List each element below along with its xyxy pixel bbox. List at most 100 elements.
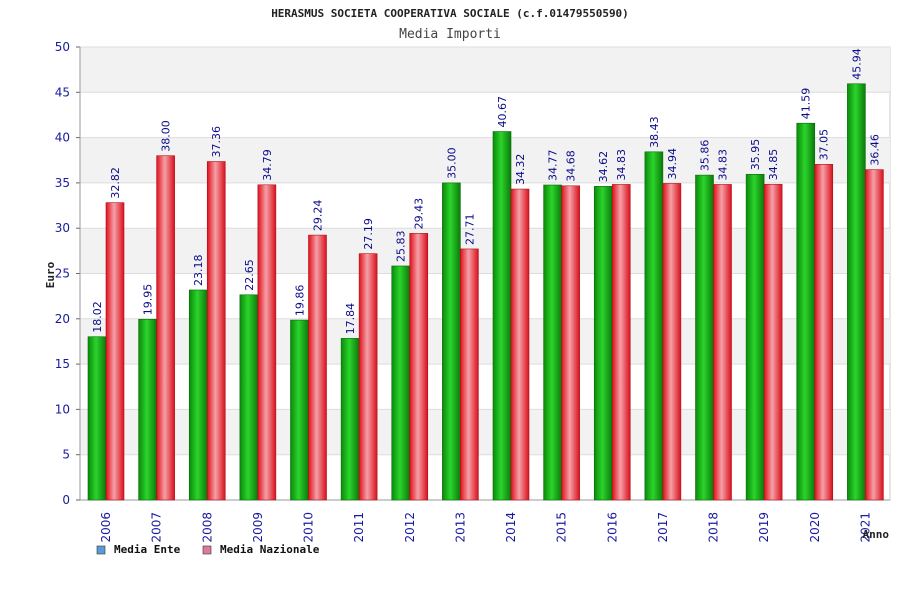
value-label: 41.59 [800,88,813,120]
value-label: 32.82 [109,167,122,199]
value-label: 36.46 [868,134,881,166]
value-label: 23.18 [192,254,205,286]
bar-media-ente-2017 [644,151,664,501]
value-label: 35.00 [445,147,458,179]
bar-media-nazionale-2006 [105,202,125,501]
bar-media-ente-2012 [391,265,411,501]
x-tick-label: 2008 [200,512,214,543]
bar-media-ente-2008 [188,289,208,501]
x-tick-label: 2017 [656,512,670,543]
x-tick-label: 2019 [757,512,771,543]
x-tick-label: 2007 [150,512,164,543]
value-label: 37.36 [210,126,223,158]
value-label: 27.19 [362,218,375,250]
y-tick-label: 50 [55,40,70,54]
value-label: 34.68 [565,150,578,182]
legend: Media Ente Media Nazionale [96,543,320,556]
x-tick-label: 2018 [707,512,721,543]
x-tick-label: 2014 [504,512,518,543]
value-label: 37.05 [818,129,831,161]
value-label: 35.86 [699,140,712,172]
value-label: 19.95 [142,284,155,316]
bar-media-nazionale-2016 [611,184,631,501]
y-tick-label: 15 [55,357,70,371]
x-tick-label: 2010 [302,512,316,543]
bar-media-ente-2009 [239,294,259,501]
x-tick-label: 2011 [352,512,366,543]
value-label: 34.85 [767,149,780,181]
plot-band [80,47,890,93]
bar-media-ente-2020 [796,122,816,501]
bar-media-nazionale-2008 [206,161,226,501]
y-tick-label: 25 [55,267,70,281]
value-label: 40.67 [496,96,509,128]
bar-media-nazionale-2007 [156,155,175,501]
y-tick-label: 35 [55,176,70,190]
value-label: 35.95 [749,139,762,171]
bar-media-nazionale-2014 [510,188,530,501]
value-label: 22.65 [243,259,256,291]
bar-media-ente-2019 [745,173,765,501]
x-tick-label: 2006 [99,512,113,543]
x-tick-label: 2016 [605,512,619,543]
value-label: 38.43 [648,116,661,148]
y-axis-label: Euro [44,261,57,288]
value-label: 18.02 [91,301,104,333]
value-label: 34.94 [666,148,679,180]
bar-media-nazionale-2021 [865,169,884,501]
x-tick-label: 2013 [453,512,467,543]
value-label: 29.43 [413,198,426,230]
legend-swatch-ente [96,545,106,555]
value-label: 34.83 [717,149,730,181]
value-label: 34.32 [514,154,527,186]
x-axis-ticks: 2006 2007 2008 2009 2010 2011 2012 2013 2014 2015… [99,512,872,543]
y-tick-label: 0 [62,493,70,507]
bar-media-ente-2006 [87,336,107,501]
bar-media-ente-2021 [847,83,866,501]
legend-label-ente: Media Ente [114,543,181,556]
bar-media-nazionale-2017 [662,183,682,501]
value-label: 27.71 [463,213,476,245]
x-tick-label: 2020 [808,512,822,543]
bar-media-nazionale-2010 [308,234,327,501]
value-label: 25.83 [395,230,408,262]
value-label: 38.00 [160,120,173,152]
value-label: 17.84 [344,303,357,335]
x-tick-label: 2015 [555,512,569,543]
value-label: 34.77 [547,149,560,181]
bar-media-nazionale-2020 [814,164,834,501]
bar-media-nazionale-2015 [561,185,580,501]
y-tick-label: 5 [62,448,70,462]
x-tick-label: 2012 [403,512,417,543]
y-tick-label: 20 [55,312,70,326]
value-label: 45.94 [850,48,863,80]
y-tick-label: 10 [55,402,70,416]
y-tick-label: 45 [55,85,70,99]
bar-media-ente-2013 [442,182,461,501]
x-tick-label: 2021 [858,512,872,543]
bar-media-ente-2014 [492,131,512,501]
y-tick-label: 40 [55,131,70,145]
bars: 18.02 32.82 19.95 38.00 23.18 37.36 22.65 34.79… [87,48,884,501]
bar-media-ente-2018 [695,174,714,501]
bar-media-nazionale-2019 [763,183,783,501]
value-label: 34.83 [615,149,628,181]
bar-media-nazionale-2013 [460,248,479,501]
bar-media-nazionale-2011 [358,253,378,501]
chart-title: HERASMUS SOCIETA COOPERATIVA SOCIALE (c.… [271,7,629,20]
bar-media-ente-2011 [340,338,360,501]
legend-swatch-nazionale [202,545,212,555]
x-tick-label: 2009 [251,512,265,543]
bar-media-nazionale-2009 [257,184,277,501]
bar-media-ente-2007 [138,318,157,501]
bar-media-nazionale-2012 [409,233,429,501]
value-label: 19.86 [294,285,307,317]
bar-media-nazionale-2018 [713,184,732,501]
x-axis-label: Anno [863,528,890,541]
chart-subtitle: Media Importi [399,27,501,42]
bar-media-ente-2015 [543,184,562,501]
value-label: 34.79 [261,149,274,181]
value-label: 29.24 [312,200,325,232]
